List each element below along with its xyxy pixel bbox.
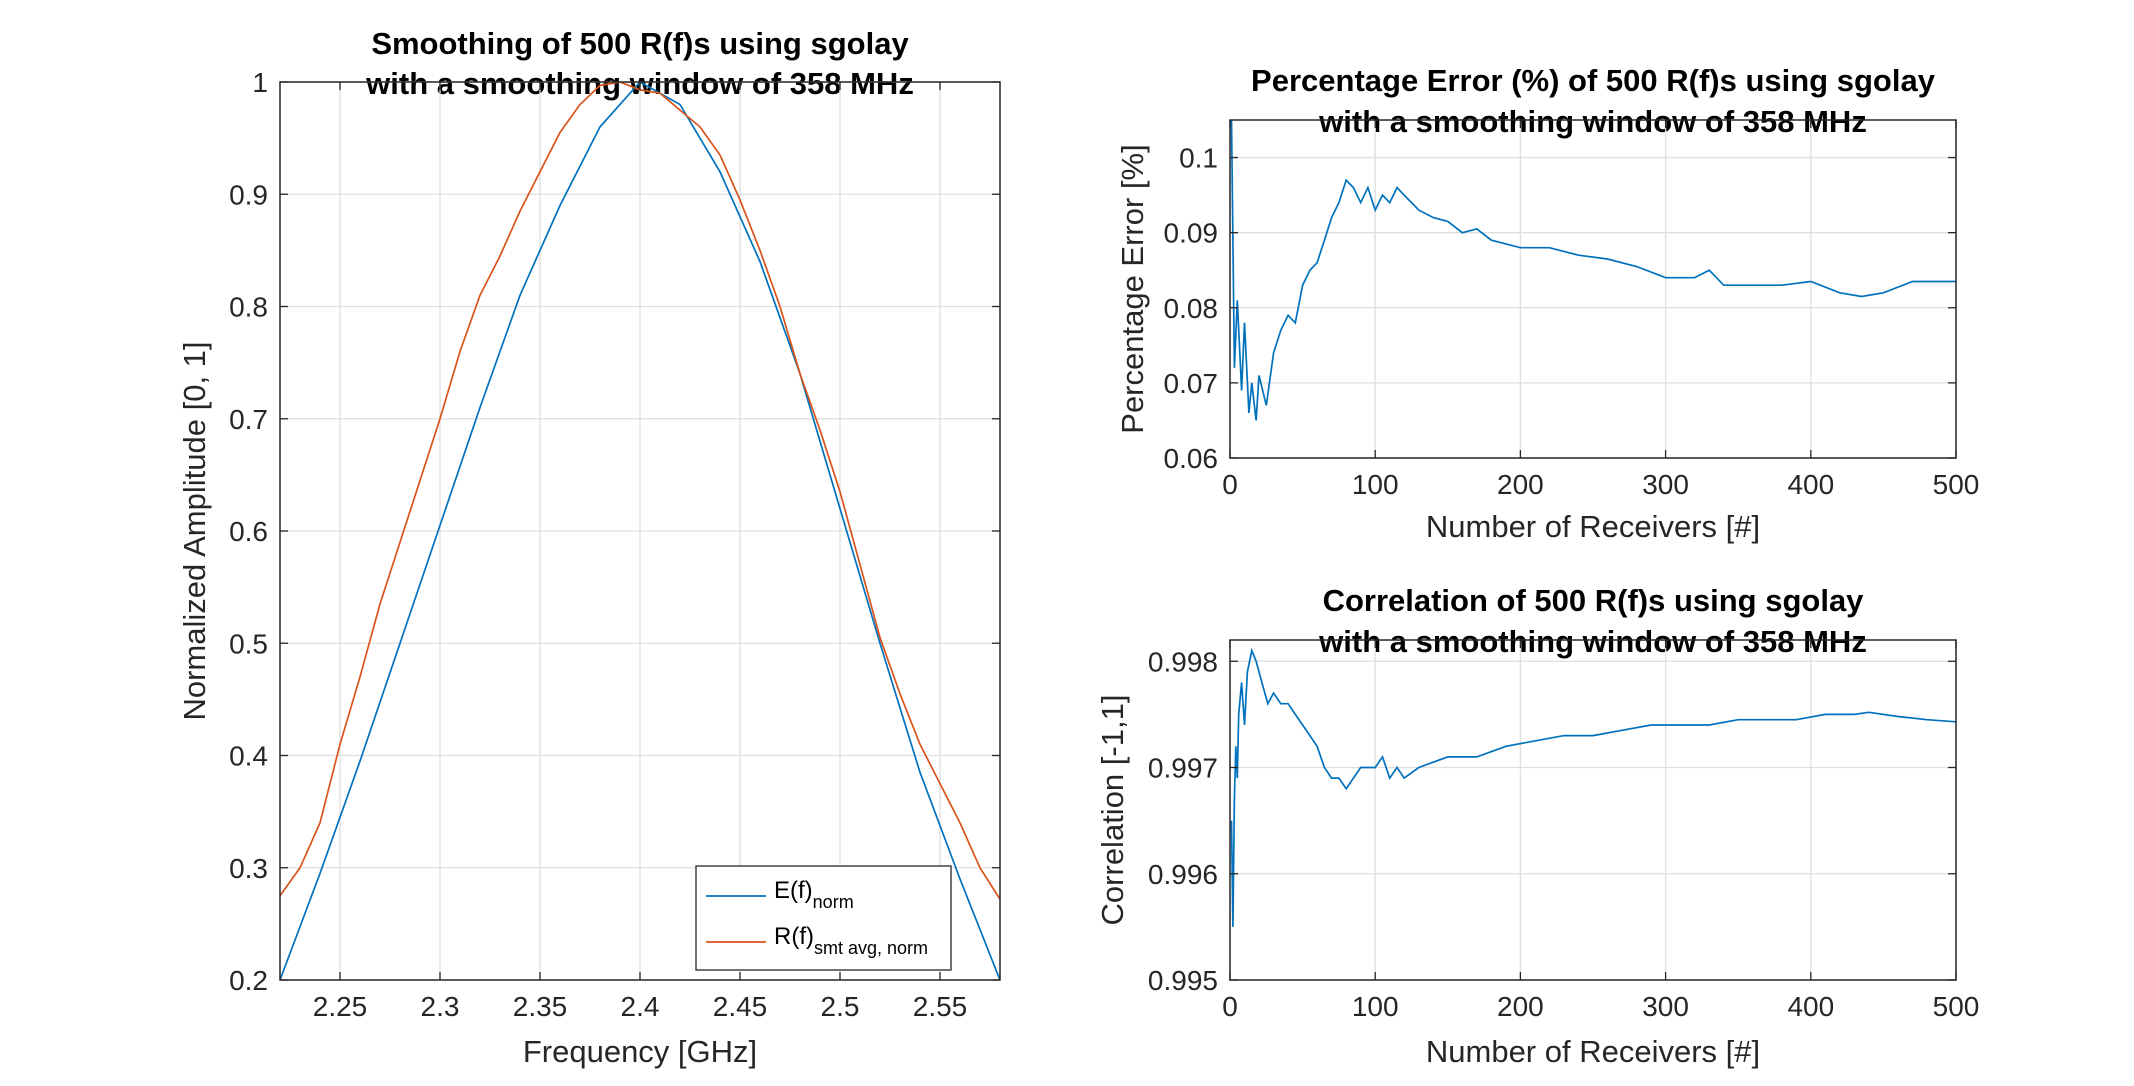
x-tick-label: 2.55 bbox=[913, 991, 968, 1022]
legend-box bbox=[695, 865, 952, 971]
x-axis-label: Number of Receivers [#] bbox=[1426, 1034, 1760, 1069]
y-tick-label: 0.2 bbox=[229, 965, 268, 996]
y-tick-label: 0.6 bbox=[229, 516, 268, 547]
x-tick-label: 100 bbox=[1352, 469, 1399, 500]
x-tick-label: 100 bbox=[1352, 991, 1399, 1022]
series-line-1 bbox=[1230, 647, 1956, 927]
y-tick-label: 0.07 bbox=[1164, 368, 1219, 399]
x-tick-label: 2.35 bbox=[513, 991, 568, 1022]
y-axis-label: Percentage Error [%] bbox=[1115, 144, 1150, 433]
x-tick-label: 300 bbox=[1642, 469, 1689, 500]
y-tick-label: 0.996 bbox=[1148, 859, 1218, 890]
chart-title-line: Correlation of 500 R(f)s using sgolay bbox=[1323, 583, 1865, 618]
x-tick-label: 400 bbox=[1787, 469, 1834, 500]
y-tick-label: 0.7 bbox=[229, 404, 268, 435]
legend-entry-1: E(f)norm bbox=[774, 877, 854, 912]
x-tick-label: 200 bbox=[1497, 469, 1544, 500]
chart-2: Percentage Error (%) of 500 R(f)s using … bbox=[1115, 63, 1979, 544]
chart-title-line: with a smoothing window of 358 MHz bbox=[1318, 104, 1867, 139]
legend-entry-2: R(f)smt avg, norm bbox=[774, 923, 928, 958]
x-tick-label: 2.3 bbox=[421, 991, 460, 1022]
x-tick-label: 0 bbox=[1222, 991, 1238, 1022]
x-tick-label: 0 bbox=[1222, 469, 1238, 500]
x-tick-label: 200 bbox=[1497, 991, 1544, 1022]
chart-title-line: with a smoothing window of 358 MHz bbox=[1318, 624, 1867, 659]
chart-1: Smoothing of 500 R(f)s using sgolaywith … bbox=[177, 26, 1001, 1069]
axes-frame bbox=[1229, 119, 1957, 459]
chart-3: Correlation of 500 R(f)s using sgolay wit… bbox=[1095, 583, 1979, 1069]
x-tick-label: 300 bbox=[1642, 991, 1689, 1022]
y-tick-label: 0.08 bbox=[1164, 293, 1219, 324]
y-tick-label: 0.8 bbox=[229, 292, 268, 323]
x-tick-label: 400 bbox=[1787, 991, 1834, 1022]
chart-title-line: Percentage Error (%) of 500 R(f)s using … bbox=[1251, 63, 1936, 98]
x-axis-label: Frequency [GHz] bbox=[523, 1034, 757, 1069]
series-line-1 bbox=[280, 82, 1000, 980]
x-tick-label: 2.25 bbox=[313, 991, 368, 1022]
y-tick-label: 1 bbox=[252, 67, 268, 98]
legend-label-subscript: norm bbox=[813, 892, 854, 912]
x-tick-label: 500 bbox=[1933, 991, 1980, 1022]
y-tick-label: 0.06 bbox=[1164, 443, 1219, 474]
y-tick-label: 0.997 bbox=[1148, 753, 1218, 784]
x-tick-label: 500 bbox=[1933, 469, 1980, 500]
legend: E(f)norm R(f)smt avg, norm bbox=[695, 865, 952, 971]
axes-frame bbox=[1229, 639, 1957, 981]
y-tick-label: 0.9 bbox=[229, 179, 268, 210]
x-axis-label: Number of Receivers [#] bbox=[1426, 509, 1760, 544]
y-axis-label: Normalized Amplitude [0, 1] bbox=[177, 341, 212, 720]
y-axis-label: Correlation [-1,1] bbox=[1095, 695, 1130, 926]
y-tick-label: 0.3 bbox=[229, 853, 268, 884]
x-tick-label: 2.45 bbox=[713, 991, 768, 1022]
series-line-1 bbox=[1230, 120, 1956, 421]
y-tick-label: 0.5 bbox=[229, 628, 268, 659]
chart-title-line: Smoothing of 500 R(f)s using sgolay bbox=[371, 26, 909, 61]
legend-label-main: E(f) bbox=[774, 877, 813, 904]
x-tick-label: 2.4 bbox=[621, 991, 660, 1022]
legend-label-main: R(f) bbox=[774, 923, 814, 950]
y-tick-label: 0.1 bbox=[1179, 143, 1218, 174]
legend-label-subscript: smt avg, norm bbox=[814, 938, 928, 958]
y-tick-label: 0.09 bbox=[1164, 218, 1219, 249]
x-tick-label: 2.5 bbox=[821, 991, 860, 1022]
y-tick-label: 0.4 bbox=[229, 741, 268, 772]
y-tick-label: 0.998 bbox=[1148, 646, 1218, 677]
y-tick-label: 0.995 bbox=[1148, 965, 1218, 996]
